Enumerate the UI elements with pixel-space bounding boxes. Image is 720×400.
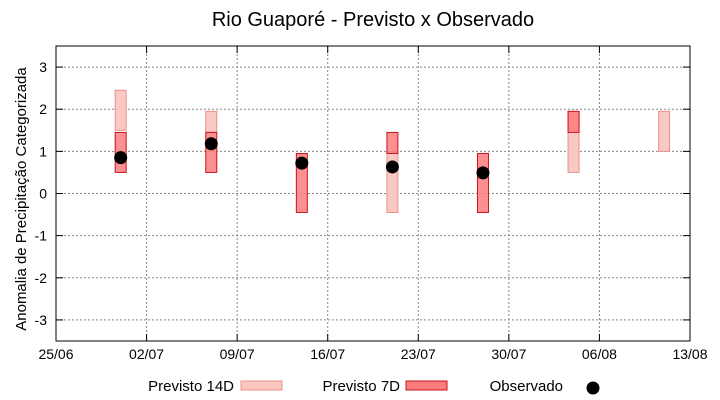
bar-previsto-14d [658,110,671,152]
bar-previsto-7d [205,131,218,173]
bar-previsto-7d [567,110,580,133]
legend-label-previsto-7d: Previsto 7D [322,378,400,395]
point-observado [476,166,490,180]
bar-previsto-14d [205,110,218,133]
y-axis-label: Anomalia de Precipitação Categorizada [13,67,30,331]
legend-label-previsto-14d: Previsto 14D [148,378,234,395]
y-tick-label: 3 [39,59,47,75]
x-tick-label: 25/06 [38,346,73,362]
bar-previsto-7d [476,152,489,213]
y-tick-label: 1 [39,143,47,159]
y-tick-label: -2 [35,270,48,286]
legend-swatch-previsto-7d [405,380,448,391]
point-observado [204,137,218,151]
x-tick-label: 02/07 [129,346,164,362]
x-tick-label: 23/07 [401,346,436,362]
x-tick-label: 06/08 [582,346,617,362]
x-tick-label: 09/07 [220,346,255,362]
bar-previsto-7d [386,131,399,154]
y-tick-label: 0 [39,186,47,202]
x-tick-label: 16/07 [310,346,345,362]
legend: Previsto 14D Previsto 7D Observado [148,378,600,395]
point-observado [295,156,309,170]
x-tick-label: 30/07 [491,346,526,362]
bar-previsto-14d [114,89,127,131]
x-tick-label: 13/08 [672,346,707,362]
grid-lines [56,46,690,341]
y-tick-label: -1 [35,228,48,244]
legend-label-observado: Observado [490,378,563,395]
legend-marker-observado [586,381,600,395]
axis-ticks: -3 -2 -1 0 1 2 3 25/06 02/07 09/07 16/07 23/07 30/07… [35,46,708,362]
bar-previsto-7d [295,152,308,213]
range-bars [114,89,671,213]
observed-points [114,137,490,180]
y-tick-label: -3 [35,312,48,328]
point-observado [114,151,128,165]
chart-title: Rio Guaporé - Previsto x Observado [212,9,534,31]
legend-swatch-previsto-14d [240,380,283,391]
y-tick-label: 2 [39,101,47,117]
point-observado [385,160,399,174]
